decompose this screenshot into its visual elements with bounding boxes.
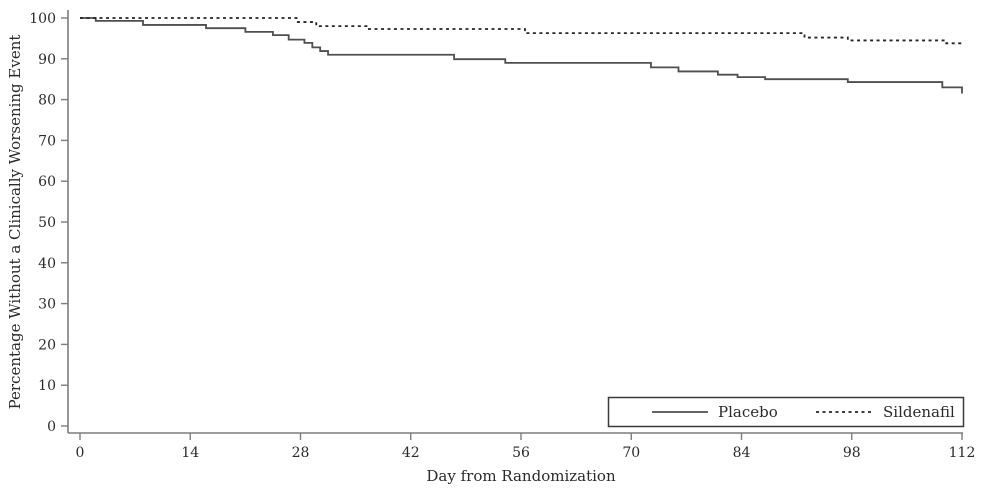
x-tick-label: 14	[181, 445, 199, 461]
y-tick-label: 30	[38, 297, 56, 313]
x-tick-label: 84	[733, 445, 751, 461]
y-tick-label: 40	[38, 256, 56, 272]
y-tick-label: 10	[38, 378, 56, 394]
y-tick-label: 60	[38, 174, 56, 190]
y-tick-label: 80	[38, 93, 56, 109]
x-tick-label: 98	[843, 445, 861, 461]
legend-label-sildenafil: Sildenafil	[883, 403, 955, 421]
y-tick-label: 0	[47, 419, 56, 435]
x-tick-label: 70	[622, 445, 640, 461]
y-tick-label: 20	[38, 337, 56, 353]
y-axis-title: Percentage Without a Clinically Worsenin…	[6, 35, 24, 410]
y-tick-label: 100	[29, 11, 56, 27]
series-line-placebo	[80, 17, 963, 94]
y-tick-label: 70	[38, 133, 56, 149]
x-tick-label: 42	[402, 445, 420, 461]
x-axis-title: Day from Randomization	[426, 467, 616, 485]
legend-label-placebo: Placebo	[718, 403, 778, 421]
x-tick-label: 28	[292, 445, 310, 461]
x-tick-label: 0	[76, 445, 85, 461]
series-lines	[80, 17, 963, 94]
y-tick-label: 50	[38, 215, 56, 231]
axes: 0 10 20 30 40 50 60 70 80 90 100 0 14 28 42 56 70 84 98 112	[29, 10, 975, 461]
x-tick-label: 56	[512, 445, 530, 461]
legend: Placebo Sildenafil	[607, 396, 965, 428]
y-tick-label: 90	[38, 52, 56, 68]
x-tick-label: 112	[949, 445, 976, 461]
series-line-sildenafil	[80, 17, 962, 45]
